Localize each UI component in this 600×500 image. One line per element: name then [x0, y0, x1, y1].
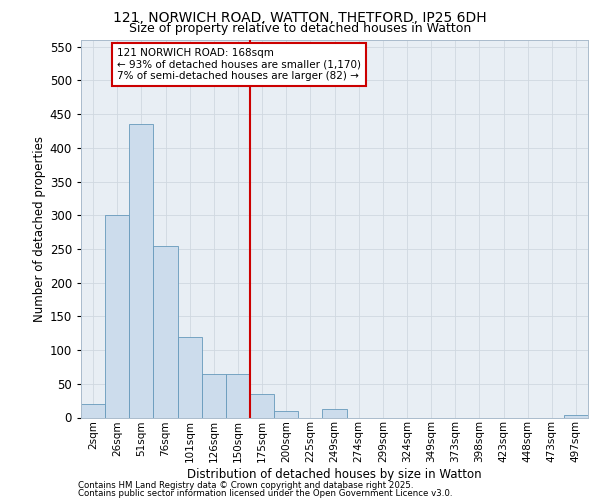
Bar	[178, 336, 202, 417]
Text: 121, NORWICH ROAD, WATTON, THETFORD, IP25 6DH: 121, NORWICH ROAD, WATTON, THETFORD, IP2…	[113, 11, 487, 25]
Bar	[81, 404, 105, 417]
Bar	[154, 246, 178, 418]
X-axis label: Distribution of detached houses by size in Watton: Distribution of detached houses by size …	[187, 468, 482, 481]
Bar	[105, 216, 129, 418]
Bar	[564, 416, 588, 418]
Text: Size of property relative to detached houses in Watton: Size of property relative to detached ho…	[129, 22, 471, 35]
Y-axis label: Number of detached properties: Number of detached properties	[32, 136, 46, 322]
Text: Contains HM Land Registry data © Crown copyright and database right 2025.: Contains HM Land Registry data © Crown c…	[78, 481, 413, 490]
Text: Contains public sector information licensed under the Open Government Licence v3: Contains public sector information licen…	[78, 489, 452, 498]
Bar	[322, 408, 347, 418]
Bar	[250, 394, 274, 417]
Bar	[274, 411, 298, 418]
Text: 121 NORWICH ROAD: 168sqm
← 93% of detached houses are smaller (1,170)
7% of semi: 121 NORWICH ROAD: 168sqm ← 93% of detach…	[117, 48, 361, 82]
Bar	[129, 124, 154, 418]
Bar	[202, 374, 226, 418]
Bar	[226, 374, 250, 418]
